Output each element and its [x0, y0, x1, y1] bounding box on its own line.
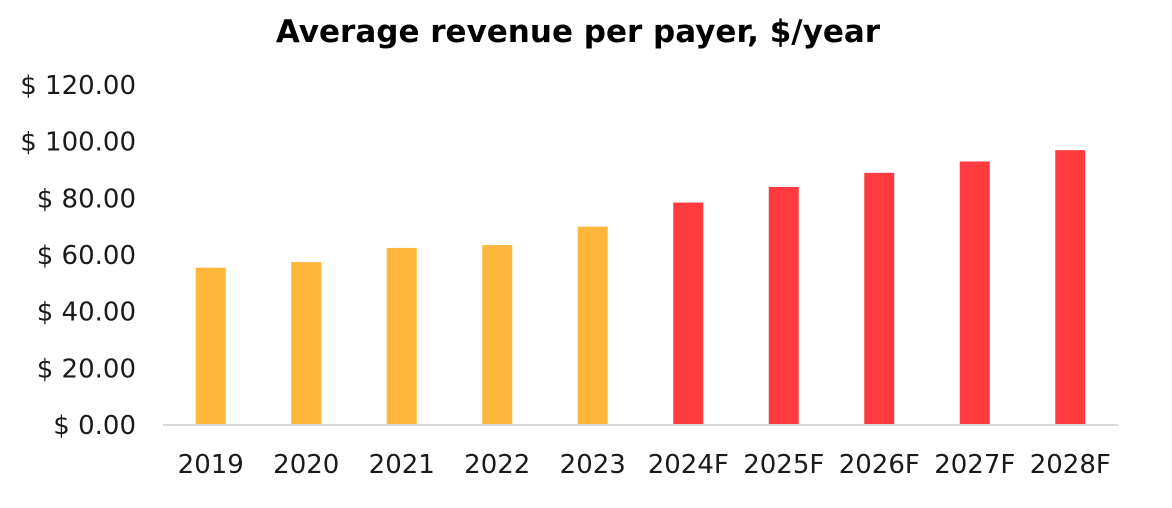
bars: [195, 150, 1086, 425]
bar-2023: [577, 226, 608, 425]
bar-2024F: [673, 202, 704, 425]
y-tick-label: $ 60.00: [37, 241, 136, 271]
y-tick-label: $ 20.00: [37, 354, 136, 384]
x-tick-label: 2023: [560, 450, 626, 480]
y-axis-labels: $ 0.00 $ 20.00 $ 40.00 $ 60.00 $ 80.00 $ 100.…: [20, 71, 136, 441]
bar-2028F: [1055, 150, 1086, 425]
x-tick-label: 2026F: [839, 450, 920, 480]
chart-title: Average revenue per payer, $/year: [276, 14, 881, 50]
y-tick-label: $ 40.00: [37, 298, 136, 328]
y-tick-label: $ 0.00: [53, 411, 136, 441]
bar-2026F: [864, 172, 895, 425]
x-tick-label: 2028F: [1030, 450, 1111, 480]
y-tick-label: $ 80.00: [37, 184, 136, 214]
x-axis-labels: 2019 2020 2021 2022 2023 2024F 2025F 2026F 2027F…: [178, 450, 1111, 480]
x-tick-label: 2024F: [648, 450, 729, 480]
bar-2021: [386, 247, 417, 425]
x-tick-label: 2020: [273, 450, 339, 480]
bar-2019: [195, 267, 226, 425]
x-tick-label: 2025F: [743, 450, 824, 480]
bar-2020: [291, 262, 322, 425]
x-tick-label: 2021: [369, 450, 435, 480]
bar-2027F: [959, 161, 990, 425]
bar-2025F: [768, 187, 799, 425]
x-tick-label: 2022: [464, 450, 530, 480]
bar-2022: [482, 245, 513, 425]
y-tick-label: $ 100.00: [20, 128, 136, 158]
x-tick-label: 2027F: [934, 450, 1015, 480]
y-tick-label: $ 120.00: [20, 71, 136, 101]
x-tick-label: 2019: [178, 450, 244, 480]
